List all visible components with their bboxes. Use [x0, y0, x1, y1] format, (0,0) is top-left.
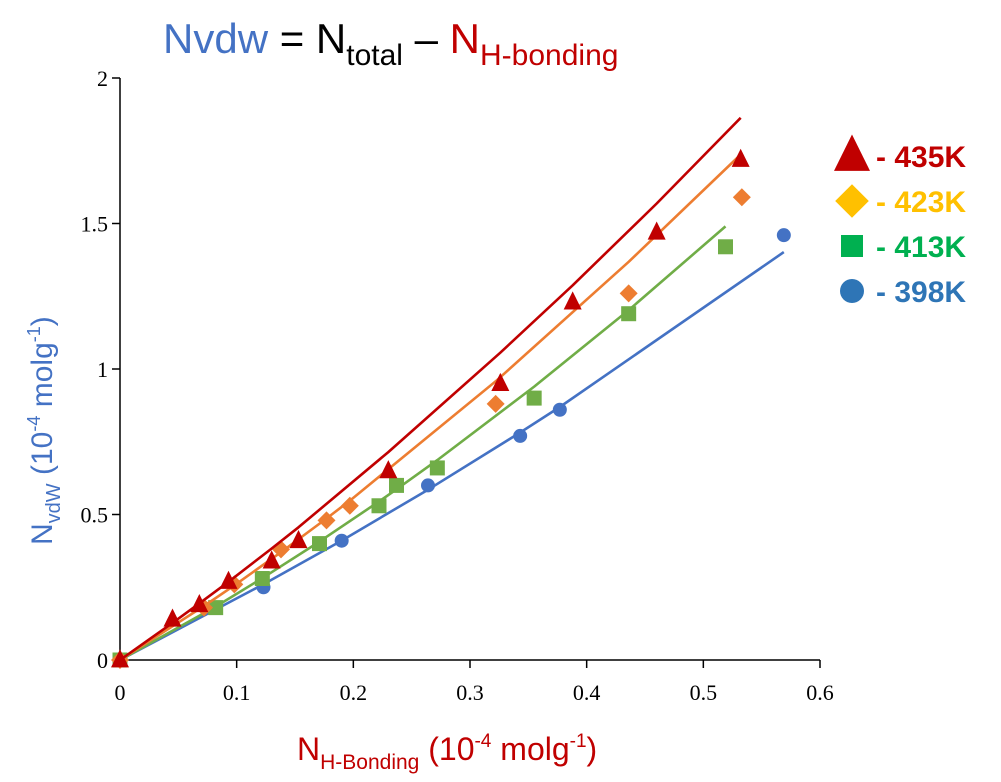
data-point [776, 228, 791, 243]
y-tick-label: 2 [97, 66, 108, 91]
legend-marker-triangle [834, 134, 870, 171]
data-point [312, 536, 327, 552]
data-point [732, 188, 751, 207]
x-tick-label: 0.1 [223, 680, 251, 705]
data-point [486, 394, 505, 413]
series-triangle [111, 116, 750, 668]
data-point [621, 306, 637, 322]
data-point [429, 460, 445, 476]
data-point [317, 511, 336, 530]
legend-marker-square [841, 235, 863, 257]
series-line [119, 116, 742, 662]
ylabel-unit-exp2: -1 [24, 326, 44, 342]
x-ticks: 0 0.1 0.2 0.3 0.4 0.5 0.6 [115, 660, 834, 705]
data-point [421, 478, 435, 493]
title-nhb: N [450, 15, 480, 62]
x-tick-label: 0.6 [806, 680, 834, 705]
data-point [513, 428, 528, 443]
ylabel-sub: vdW [43, 483, 65, 523]
ylabel-unit-open: (10 [26, 432, 59, 484]
series-square [112, 225, 733, 668]
data-point [163, 608, 182, 627]
x-tick-label: 0.2 [340, 680, 368, 705]
ylabel-unit-exp: -4 [24, 416, 44, 432]
legend-label: - 435K [876, 141, 966, 174]
data-point [334, 533, 349, 548]
y-tick-label: 1.5 [81, 212, 109, 237]
chart-title: Nvdw = Ntotal – NH-bonding [163, 15, 618, 72]
xlabel-sub: H-Bonding [320, 751, 419, 774]
data-point [563, 291, 582, 310]
title-minus: – [403, 15, 450, 62]
y-ticks: 0 0.5 1 1.5 2 [81, 66, 120, 673]
x-tick-label: 0 [115, 680, 126, 705]
data-point [371, 498, 387, 514]
x-tick-label: 0.5 [690, 680, 718, 705]
legend-label: - 398K [876, 276, 966, 309]
data-point [718, 239, 733, 255]
title-nhb-sub: H-bonding [480, 39, 618, 72]
title-ntotal: N [316, 15, 346, 62]
series-line [119, 152, 743, 662]
legend-marker-diamond [835, 184, 869, 218]
axes: 0 0.1 0.2 0.3 0.4 0.5 0.6 0 0.5 1 1.5 2 [81, 66, 834, 705]
y-tick-label: 1 [97, 357, 108, 382]
data-point [647, 221, 666, 240]
data-point [289, 529, 308, 549]
y-tick-label: 0.5 [81, 503, 109, 528]
data-point [491, 372, 510, 391]
series-layer [111, 116, 791, 669]
series-line [119, 251, 785, 662]
legend: - 435K - 423K - 413K - 398K [834, 134, 966, 309]
x-tick-label: 0.4 [573, 680, 601, 705]
data-point [340, 496, 359, 515]
data-point [190, 593, 209, 613]
ylabel-unit-mid: molg [26, 342, 59, 415]
data-point [552, 402, 567, 417]
title-ntotal-sub: total [346, 39, 403, 72]
x-tick-label: 0.3 [456, 680, 484, 705]
data-point [731, 148, 750, 167]
data-point [254, 571, 270, 587]
data-point [379, 460, 398, 479]
data-point [219, 570, 238, 589]
ylabel-main: N [26, 523, 59, 545]
y-axis-label: NvdW (10-4 molg-1) [24, 316, 65, 545]
series-line [119, 225, 727, 662]
data-point [389, 477, 404, 493]
data-point [262, 550, 281, 569]
xlabel-unit-exp2: -1 [570, 731, 587, 752]
x-axis-label: NH-Bonding (10-4 molg-1) [297, 731, 597, 774]
y-tick-label: 0 [97, 648, 108, 673]
data-point [526, 390, 542, 406]
xlabel-unit-mid: molg [491, 731, 569, 767]
xlabel-main: N [297, 731, 320, 767]
legend-label: - 413K [876, 231, 966, 264]
xlabel-unit-close: ) [587, 731, 598, 767]
legend-label: - 423K [876, 186, 966, 219]
xlabel-unit-exp: -4 [474, 731, 491, 752]
legend-marker-circle [840, 279, 864, 303]
title-equals: = [268, 15, 316, 62]
title-nvdw: Nvdw [163, 15, 269, 62]
xlabel-unit-open: (10 [419, 731, 474, 767]
data-point [208, 600, 224, 616]
ylabel-unit-close: ) [26, 316, 59, 326]
data-point [619, 284, 638, 303]
data-point [111, 649, 129, 668]
